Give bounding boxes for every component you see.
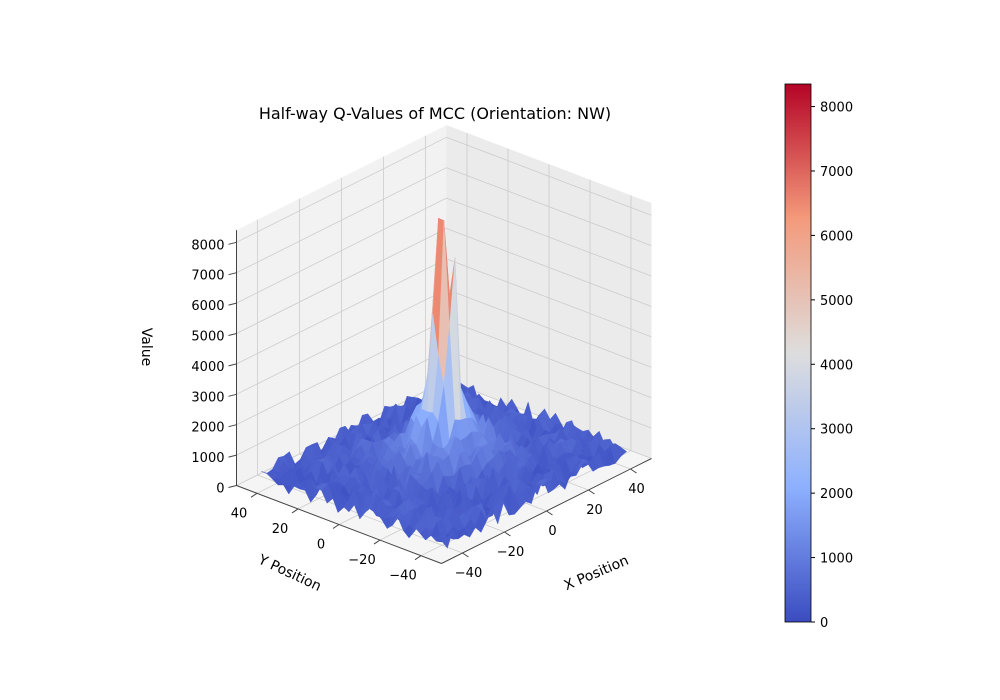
colorbar: 0 1000 2000 3000 4000 5000 6000 7000 8000 — [784, 83, 853, 631]
z-tick-mark — [228, 272, 237, 276]
grid-line-z — [446, 288, 652, 368]
x-tick-label: 20 — [586, 503, 603, 518]
x-tick-label: 40 — [628, 482, 645, 497]
surface-plot — [261, 218, 627, 549]
colorbar-tick-label: 2000 — [820, 487, 853, 502]
y-tick-label: −40 — [389, 569, 416, 584]
z-tick-mark — [228, 393, 237, 397]
x-tick-mark — [546, 510, 553, 516]
z-tick-label: 6000 — [191, 299, 224, 314]
grid-line-z — [236, 167, 447, 274]
grid-line-z — [236, 258, 447, 365]
z-tick-mark — [228, 424, 237, 428]
z-tick-mark — [228, 333, 237, 336]
x-tick-mark — [504, 531, 511, 537]
x-axis-label: X Position — [562, 553, 631, 595]
z-tick-label: 1000 — [191, 451, 224, 466]
colorbar-tick-label: 6000 — [820, 229, 853, 244]
colorbar-tick-label: 7000 — [820, 165, 853, 180]
grid-line-z — [236, 288, 447, 395]
z-tick-label: 4000 — [191, 360, 224, 375]
z-tick-label: 2000 — [191, 421, 224, 436]
x-tick-mark — [630, 468, 637, 474]
z-tick-label: 3000 — [191, 390, 224, 405]
grid-line-z — [446, 258, 652, 338]
x-tick-mark — [462, 552, 469, 558]
grid-line-z — [446, 349, 652, 429]
z-tick-label: 5000 — [191, 330, 224, 345]
colorbar-tick-label: 0 — [820, 616, 828, 631]
z-tick-label: 8000 — [191, 238, 224, 253]
grid-line-z — [446, 197, 652, 277]
grid-line-z — [236, 349, 447, 456]
z-axis-label: Value — [138, 328, 154, 366]
colorbar-tick-label: 1000 — [820, 552, 853, 567]
z-tick-mark — [228, 485, 237, 488]
y-tick-label: 40 — [231, 506, 248, 521]
grid-line-z — [446, 319, 652, 399]
x-tick-label: −40 — [455, 566, 482, 581]
z-tick-mark — [228, 302, 237, 306]
y-tick-mark — [291, 508, 299, 514]
grid-line-z — [236, 228, 447, 334]
colorbar-gradient — [784, 83, 812, 623]
colorbar-tick-label: 4000 — [820, 358, 853, 373]
y-tick-label: 0 — [317, 538, 325, 553]
surface-patch — [435, 532, 448, 549]
y-tick-label: 20 — [272, 522, 289, 537]
z-tick-label: 0 — [216, 482, 224, 497]
y-tick-mark — [373, 539, 381, 545]
colorbar-tick-label: 8000 — [820, 101, 853, 116]
y-tick-mark — [332, 524, 340, 529]
grid-line-z — [446, 228, 652, 307]
tick-labels: −40 −20 0 20 40 −40 −20 0 20 40 0 1000 2000 3000 4000 5… — [191, 238, 644, 583]
y-tick-mark — [414, 555, 422, 561]
chart-title: Half-way Q-Values of MCC (Orientation: N… — [259, 104, 611, 123]
x-tick-label: 0 — [548, 524, 556, 539]
z-tick-mark — [228, 241, 237, 245]
y-tick-label: −20 — [348, 553, 375, 568]
grid-line-z — [236, 197, 447, 304]
colorbar-tick-label: 3000 — [820, 423, 853, 438]
z-tick-mark — [228, 363, 237, 367]
grid-line-z — [236, 319, 447, 426]
x-tick-label: −20 — [497, 545, 524, 560]
z-tick-mark — [228, 454, 237, 458]
grid-line-z — [446, 136, 652, 216]
y-axis-label: Y Position — [255, 551, 324, 594]
z-tick-label: 7000 — [191, 269, 224, 284]
y-tick-mark — [250, 492, 258, 498]
colorbar-tick-label: 5000 — [820, 294, 853, 309]
grid-line-z — [236, 136, 447, 243]
x-tick-mark — [588, 489, 595, 495]
grid-line-z — [446, 167, 652, 247]
